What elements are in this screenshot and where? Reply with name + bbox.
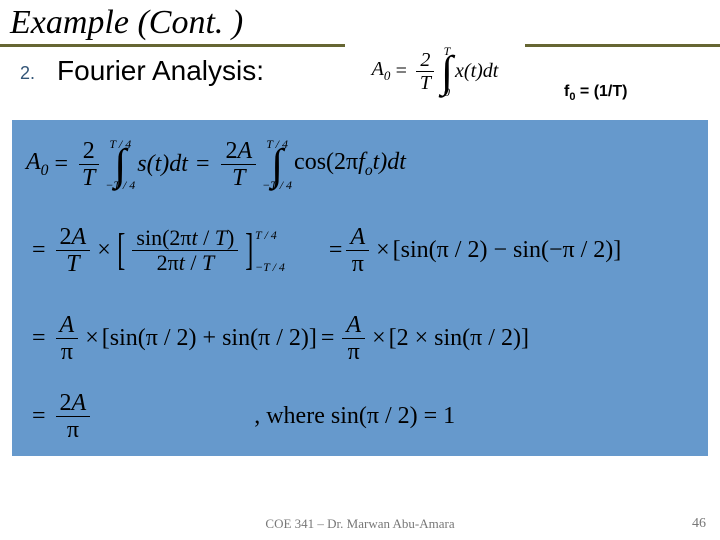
slide-title-bar: Example (Cont. ) bbox=[0, 0, 720, 44]
math-line-2: = 2A T × [ sin(2πt / T) 2πt / T ] T / 4 … bbox=[26, 224, 621, 278]
math-line-4: = 2A π , where sin(π / 2) = 1 bbox=[26, 390, 455, 444]
heading-row: 2. Fourier Analysis: A0 = 2 T T ∫ 0 x(t)… bbox=[0, 47, 720, 87]
derivation-box: A0 = 2 T T / 4 ∫ −T / 4 s(t)dt = 2A T T … bbox=[12, 120, 708, 456]
footer-text: COE 341 – Dr. Marwan Abu-Amara bbox=[0, 516, 720, 532]
a0-compact-formula: A0 = 2 T T ∫ 0 x(t)dt bbox=[345, 43, 525, 99]
section-label: Fourier Analysis: bbox=[57, 55, 264, 87]
math-line-3: = A π × [ sin(π / 2) + sin(π / 2) ] = A … bbox=[26, 312, 529, 366]
page-number: 46 bbox=[692, 516, 706, 532]
f0-note: f0 = (1/T) bbox=[564, 83, 627, 103]
math-line-1: A0 = 2 T T / 4 ∫ −T / 4 s(t)dt = 2A T T … bbox=[26, 138, 406, 192]
derivation-content: A0 = 2 T T / 4 ∫ −T / 4 s(t)dt = 2A T T … bbox=[20, 124, 700, 452]
slide-title: Example (Cont. ) bbox=[10, 4, 710, 42]
list-number: 2. bbox=[20, 63, 35, 84]
